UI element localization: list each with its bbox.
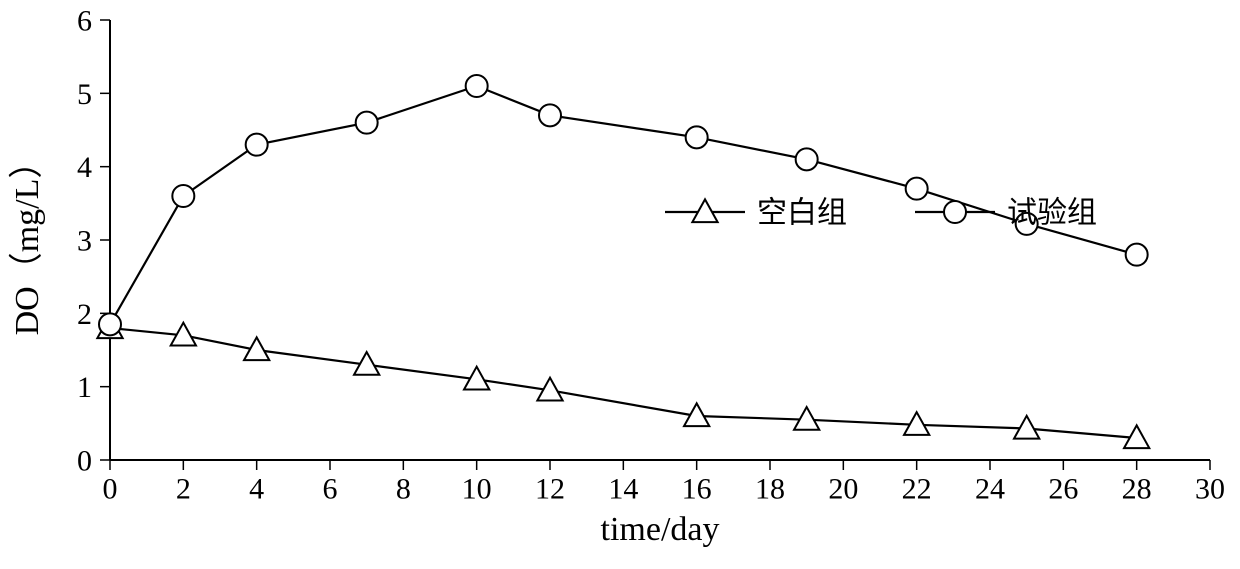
do-chart: 0246810121416182022242628300123456time/d… [0,0,1240,569]
x-tick-label: 10 [462,473,492,506]
y-tick-label: 5 [77,78,92,111]
y-tick-label: 4 [77,151,92,184]
legend-label-test-group: 试验组 [1007,197,1097,230]
x-axis-label: time/day [601,511,720,548]
x-tick-label: 20 [828,473,858,506]
x-tick-label: 12 [535,473,565,506]
legend-label-blank-group: 空白组 [757,197,847,230]
y-axis-label: DO（mg/L） [8,145,46,336]
x-tick-label: 6 [323,473,338,506]
y-tick-label: 6 [77,5,92,38]
x-tick-label: 8 [396,473,411,506]
x-tick-label: 24 [975,473,1005,506]
y-tick-label: 3 [77,225,92,258]
x-tick-label: 14 [608,473,638,506]
x-tick-label: 30 [1195,473,1225,506]
x-tick-label: 2 [176,473,191,506]
y-tick-label: 1 [77,371,92,404]
y-tick-label: 0 [77,445,92,478]
x-tick-label: 18 [755,473,785,506]
legend-marker-test-group [944,201,966,223]
x-tick-label: 22 [902,473,932,506]
y-tick-label: 2 [77,298,92,331]
x-tick-label: 16 [682,473,712,506]
x-tick-label: 4 [249,473,264,506]
x-tick-label: 26 [1048,473,1078,506]
x-tick-label: 0 [103,473,118,506]
x-tick-label: 28 [1122,473,1152,506]
